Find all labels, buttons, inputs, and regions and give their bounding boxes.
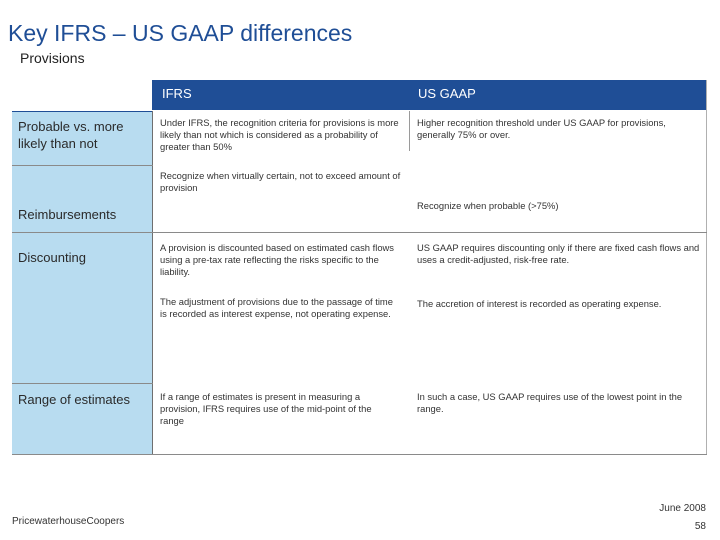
cell-discounting-ifrs-2: The adjustment of provisions due to the …: [160, 296, 393, 319]
footer-page-number: 58: [694, 521, 706, 532]
row-label-range: Range of estimates: [18, 392, 131, 407]
header-ifrs: IFRS: [162, 86, 192, 101]
cell-probable-ifrs: Under IFRS, the recognition criteria for…: [160, 117, 399, 152]
cell-reimbursements-ifrs: Recognize when virtually certain, not to…: [160, 170, 401, 193]
row-divider-probable: [12, 165, 153, 166]
cell-probable-us-gaap: Higher recognition threshold under US GA…: [417, 117, 666, 140]
header-us-gaap: US GAAP: [418, 86, 476, 101]
gaap-column-divider: [409, 111, 410, 151]
table-header-bar: [152, 80, 707, 110]
cell-range-us-gaap: In such a case, US GAAP requires use of …: [417, 391, 683, 414]
cell-range-ifrs: If a range of estimates is present in me…: [160, 391, 372, 426]
footer-date: June 2008: [659, 503, 706, 514]
row-label-reimbursements: Reimbursements: [18, 207, 117, 222]
column-divider: [152, 111, 153, 455]
row-label-discounting: Discounting: [18, 250, 86, 265]
cell-discounting-ifrs-1: A provision is discounted based on estim…: [160, 242, 394, 277]
row-divider-discounting: [12, 383, 153, 384]
cell-discounting-us-gaap-1: US GAAP requires discounting only if the…: [417, 242, 700, 265]
row-divider-reimbursements: [12, 232, 707, 233]
table-right-border: [706, 80, 707, 455]
cell-reimbursements-us-gaap: Recognize when probable (>75%): [417, 200, 559, 211]
label-column-top-border: [12, 111, 153, 112]
footer-company: PricewaterhouseCoopers: [12, 516, 125, 527]
slide-title: Key IFRS – US GAAP differences: [8, 20, 353, 46]
cell-discounting-us-gaap-2: The accretion of interest is recorded as…: [417, 298, 662, 309]
slide-subtitle: Provisions: [20, 50, 85, 66]
table-bottom-border: [12, 454, 707, 455]
row-label-probable: Probable vs. more likely than not: [18, 119, 124, 151]
label-column: [12, 112, 153, 454]
